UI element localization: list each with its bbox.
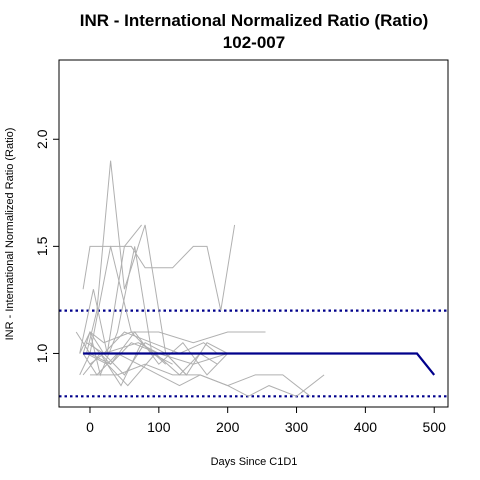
- background-series-group: [75, 160, 325, 397]
- x-tick-label-300: 300: [285, 419, 309, 435]
- highlight-series-group: [83, 352, 436, 376]
- background-series-line-15: [82, 341, 167, 387]
- background-series-line-11: [82, 352, 325, 397]
- background-series-line-9: [89, 342, 228, 376]
- background-series-line-7: [82, 331, 266, 354]
- background-series-line-12: [90, 363, 311, 397]
- x-axis-label: Days Since C1D1: [211, 456, 298, 468]
- background-series-line-6: [75, 224, 236, 355]
- chart-title: INR - International Normalized Ratio (Ra…: [80, 11, 429, 30]
- x-tick-label-100: 100: [147, 419, 171, 435]
- x-tick-label-400: 400: [354, 419, 378, 435]
- plot-frame: [58, 59, 449, 408]
- x-tick-label-0: 0: [86, 419, 94, 435]
- background-series-line-4: [89, 246, 153, 377]
- y-tick-label-1.0: 1.0: [34, 344, 50, 364]
- chart-subtitle: 102-007: [223, 33, 285, 52]
- x-tick-label-200: 200: [216, 419, 240, 435]
- y-tick-label-1.5: 1.5: [34, 236, 50, 256]
- y-axis: 1.0 1.5 2.0: [34, 129, 59, 363]
- y-tick-label-2.0: 2.0: [34, 129, 50, 149]
- highlight-series-line: [83, 352, 436, 376]
- y-axis-label: INR - International Normalized Ratio (Ra…: [4, 128, 16, 341]
- background-series-line-14: [89, 331, 229, 376]
- x-axis: 0 100 200 300 400 500: [86, 407, 446, 435]
- x-tick-label-500: 500: [423, 419, 447, 435]
- reference-lines: [59, 309, 448, 398]
- background-series-line-13: [86, 352, 218, 387]
